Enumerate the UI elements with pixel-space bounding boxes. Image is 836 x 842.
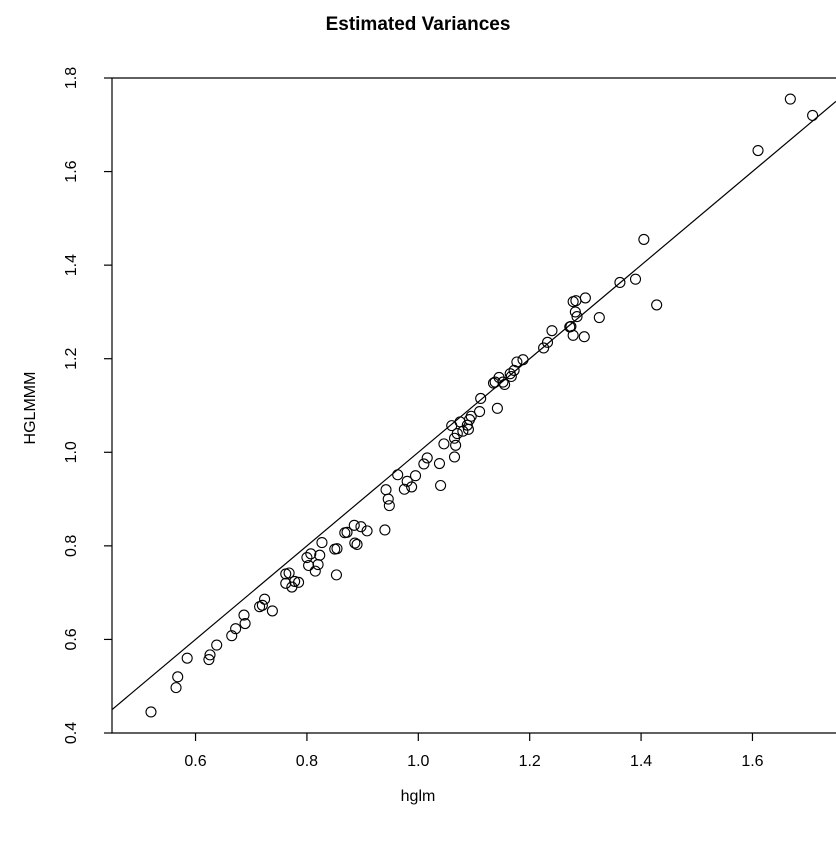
data-point: [341, 526, 353, 538]
data-point: [438, 438, 450, 450]
data-point: [256, 599, 268, 611]
data-point: [145, 706, 157, 718]
plot-marks: [112, 93, 836, 718]
data-point: [316, 537, 328, 549]
data-point: [309, 565, 321, 577]
x-tick-label: 1.4: [630, 753, 652, 770]
y-tick-label: 0.6: [63, 628, 80, 650]
data-point: [283, 567, 295, 579]
data-point: [406, 481, 418, 493]
data-point: [355, 521, 367, 533]
y-tick-label: 0.8: [63, 535, 80, 557]
data-point: [475, 392, 487, 405]
data-point: [301, 552, 313, 564]
data-point: [807, 109, 819, 121]
data-point: [361, 525, 373, 537]
y-tick-label: 0.4: [63, 722, 80, 744]
data-point: [474, 406, 486, 418]
data-point: [784, 93, 796, 105]
data-point: [546, 325, 558, 337]
data-point: [567, 329, 579, 341]
data-point: [226, 630, 238, 642]
data-point: [203, 653, 215, 666]
data-point: [497, 376, 509, 388]
data-point: [266, 605, 278, 617]
data-point: [578, 331, 590, 343]
data-point: [499, 378, 511, 390]
reference-line: [112, 100, 836, 711]
data-point: [280, 577, 292, 589]
data-point: [259, 593, 271, 605]
data-point: [392, 469, 404, 481]
data-point: [383, 500, 395, 512]
data-point: [239, 617, 251, 630]
data-point: [491, 402, 503, 414]
data-point: [451, 428, 463, 440]
axes: 0.6 0.8 1.0 1.2 1.4 1.6 0.4 0.6 0.8 1.0 1.2 1.4 1.6 1…: [63, 67, 836, 770]
x-tick-label: 0.8: [296, 753, 318, 770]
data-point: [569, 306, 581, 318]
data-point: [448, 451, 461, 463]
y-tick-label: 1.0: [63, 441, 80, 463]
y-tick-label: 1.4: [63, 254, 80, 276]
data-point: [398, 483, 410, 495]
data-point: [505, 370, 517, 383]
chart-title: Estimated Variances: [325, 14, 511, 35]
data-point: [351, 538, 363, 551]
y-tick-label: 1.8: [63, 67, 80, 89]
data-point: [348, 519, 360, 531]
data-point: [181, 652, 193, 664]
y-axis-label: HGLMMM: [22, 371, 39, 445]
data-point: [305, 548, 317, 560]
data-point: [638, 233, 650, 245]
data-point: [593, 311, 605, 324]
data-point: [433, 457, 446, 470]
x-axis-label: hglm: [400, 788, 436, 805]
data-point: [629, 273, 642, 285]
data-point: [517, 354, 529, 366]
data-point: [421, 452, 433, 464]
data-point: [435, 479, 447, 492]
data-point: [379, 524, 391, 536]
data-point: [465, 410, 477, 422]
y-tick-label: 1.2: [63, 347, 80, 369]
y-tick-label: 1.6: [63, 160, 80, 182]
data-point: [511, 356, 523, 368]
x-tick-label: 1.2: [519, 753, 541, 770]
data-point: [293, 576, 305, 588]
x-tick-label: 0.6: [184, 753, 206, 770]
data-point: [382, 493, 394, 505]
data-point: [651, 299, 663, 311]
data-point: [380, 484, 392, 496]
data-point: [450, 439, 462, 451]
data-point: [418, 458, 430, 470]
data-point: [211, 639, 223, 651]
data-point: [409, 470, 422, 482]
data-point: [331, 543, 343, 555]
data-point: [230, 623, 242, 635]
x-tick-label: 1.6: [741, 753, 763, 770]
data-point: [579, 292, 591, 304]
data-point: [289, 575, 301, 587]
data-point: [571, 311, 583, 323]
plot-frame: [111, 77, 836, 734]
data-point: [280, 568, 292, 580]
data-point: [752, 144, 764, 157]
data-point: [330, 569, 342, 581]
data-point: [170, 682, 182, 694]
data-point: [349, 537, 361, 549]
data-point: [312, 559, 324, 571]
data-point: [172, 671, 184, 683]
data-point: [541, 336, 554, 348]
data-point: [314, 549, 326, 561]
data-point: [614, 276, 626, 289]
data-point: [204, 649, 216, 661]
data-point: [238, 609, 250, 621]
data-point: [538, 342, 550, 354]
data-point: [508, 364, 520, 376]
x-tick-label: 1.0: [407, 753, 429, 770]
